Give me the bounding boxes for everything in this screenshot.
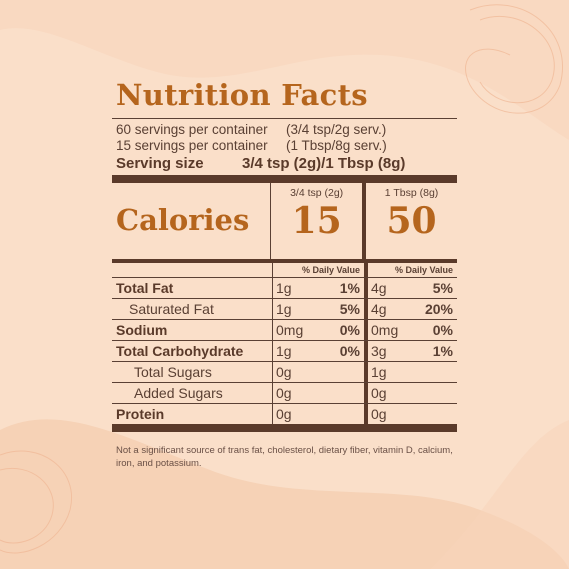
percent: 0% [339,322,360,338]
footnote: Not a significant source of trans fat, c… [116,445,453,469]
amount: 0g [371,406,387,422]
serving-size-value: 3/4 tsp (2g)/1 Tbsp (8g) [242,155,406,172]
nutrient-name: Protein [116,406,165,422]
nutrient-name: Saturated Fat [129,301,214,317]
nutrient-name: Total Carbohydrate [116,343,244,359]
medium-divider [112,259,457,263]
nutrition-title: Nutrition Facts [116,78,368,112]
nutrient-row: Total Carbohydrate 1g 0% 3g 1% [112,341,457,361]
servings-size-text: (1 Tbsp/8g serv.) [286,138,387,153]
daily-value-label: % Daily Value [364,263,457,277]
percent: 0% [339,343,360,359]
thick-divider [112,424,457,432]
nutrition-facts-panel: Nutrition Facts 60 servings per containe… [112,78,457,470]
amount: 1g [276,343,292,359]
servings-row: 60 servings per container (3/4 tsp/2g se… [112,122,457,138]
amount: 4g [371,280,387,296]
nutrient-row: Total Sugars 0g 1g [112,362,457,382]
percent: 1% [432,343,453,359]
amount: 0mg [371,322,399,338]
amount: 0g [371,385,387,401]
amount: 0mg [276,322,304,338]
amount: 0g [276,406,292,422]
calories-label: Calories [116,203,250,237]
col-2-header: 1 Tbsp (8g) [384,187,439,199]
nutrient-name: Sodium [116,322,168,338]
nutrient-row: Added Sugars 0g 0g [112,383,457,403]
amount: 3g [371,343,387,359]
col-1-header: 3/4 tsp (2g) [290,187,344,199]
divider [112,118,457,119]
nutrient-name: Total Fat [116,280,174,296]
amount: 1g [371,364,387,380]
amount: 0g [276,385,292,401]
percent: 5% [432,280,453,296]
nutrient-name: Total Sugars [134,364,212,380]
nutrient-row: Sodium 0mg 0% 0mg 0% [112,320,457,340]
serving-size-row: Serving size 3/4 tsp (2g)/1 Tbsp (8g) [112,154,457,173]
calories-value-1: 15 [291,200,342,242]
servings-size-text: (3/4 tsp/2g serv.) [286,122,387,137]
nutrient-row: Protein 0g 0g [112,404,457,424]
calories-col-2: 1 Tbsp (8g) 50 [362,183,457,259]
nutrient-row: Total Fat 1g 1% 4g 5% [112,278,457,298]
servings-row: 15 servings per container (1 Tbsp/8g ser… [112,138,457,154]
serving-size-label: Serving size [116,155,204,172]
percent: 1% [339,280,360,296]
calories-col-1: 3/4 tsp (2g) 15 [270,183,362,259]
percent: 0% [432,322,453,338]
amount: 1g [276,280,292,296]
daily-value-header: % Daily Value % Daily Value [112,263,457,277]
calories-row: Calories 3/4 tsp (2g) 15 1 Tbsp (8g) 50 [112,183,457,259]
percent: 20% [424,301,453,317]
amount: 0g [276,364,292,380]
daily-value-label: % Daily Value [272,263,364,277]
amount: 1g [276,301,292,317]
thick-divider [112,175,457,183]
servings-text: 15 servings per container [116,138,268,153]
amount: 4g [371,301,387,317]
percent: 5% [339,301,360,317]
servings-text: 60 servings per container [116,122,268,137]
calories-value-2: 50 [386,200,437,242]
nutrient-name: Added Sugars [134,385,223,401]
nutrient-row: Saturated Fat 1g 5% 4g 20% [112,299,457,319]
